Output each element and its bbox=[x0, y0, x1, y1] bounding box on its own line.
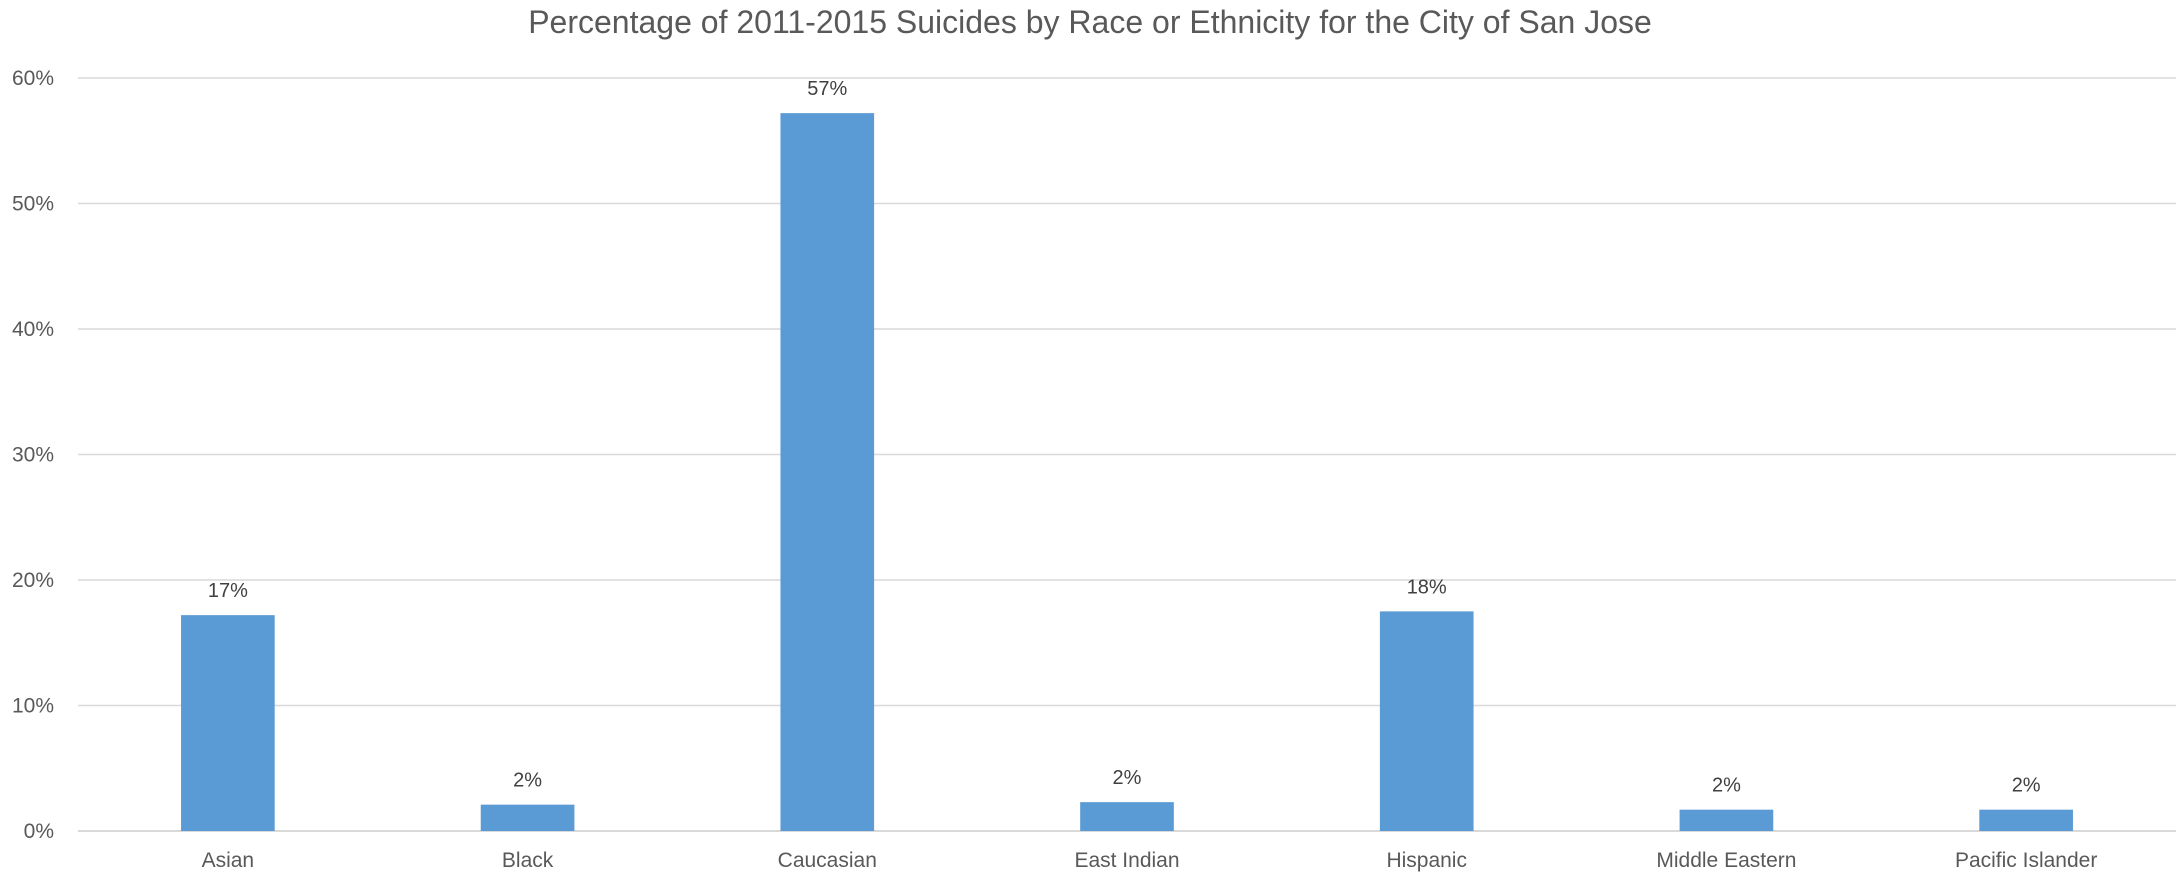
x-tick-label: East Indian bbox=[1074, 849, 1179, 872]
x-tick-label: Black bbox=[502, 849, 554, 872]
gridlines bbox=[78, 77, 2176, 832]
x-tick-label: Hispanic bbox=[1386, 849, 1467, 872]
bars bbox=[181, 113, 2073, 831]
data-label: 2% bbox=[1113, 767, 1142, 789]
y-tick-label: 20% bbox=[12, 569, 54, 592]
x-tick-label: Caucasian bbox=[778, 849, 877, 872]
bar bbox=[181, 615, 275, 831]
y-tick-label: 50% bbox=[12, 193, 54, 216]
y-tick-label: 10% bbox=[12, 695, 54, 718]
data-label: 18% bbox=[1407, 576, 1447, 598]
y-tick-label: 0% bbox=[24, 820, 54, 843]
x-tick-label: Asian bbox=[202, 849, 255, 872]
data-label: 57% bbox=[807, 78, 847, 100]
bar bbox=[1679, 809, 1774, 831]
y-axis-ticks: 0% 10% 20% 30% 40% 50% 60% bbox=[12, 67, 54, 843]
data-label: 2% bbox=[513, 770, 542, 792]
data-label: 2% bbox=[2012, 775, 2041, 797]
bar bbox=[1080, 802, 1174, 831]
bar bbox=[1979, 809, 2073, 831]
y-tick-label: 60% bbox=[12, 67, 54, 90]
bar bbox=[480, 804, 575, 831]
data-label: 2% bbox=[1712, 775, 1741, 797]
x-axis-categories: Asian Black Caucasian East Indian Hispanic Mi… bbox=[202, 849, 2098, 872]
data-labels: 17% 2% 57% 2% 18% 2% 2% bbox=[208, 78, 2041, 797]
bar bbox=[780, 113, 875, 831]
data-label: 17% bbox=[208, 580, 248, 602]
x-tick-label: Middle Eastern bbox=[1656, 849, 1796, 872]
chart-title: Percentage of 2011-2015 Suicides by Race… bbox=[528, 4, 1652, 40]
bar bbox=[1379, 611, 1474, 831]
y-tick-label: 40% bbox=[12, 318, 54, 341]
y-tick-label: 30% bbox=[12, 444, 54, 467]
x-tick-label: Pacific Islander bbox=[1955, 849, 2097, 872]
